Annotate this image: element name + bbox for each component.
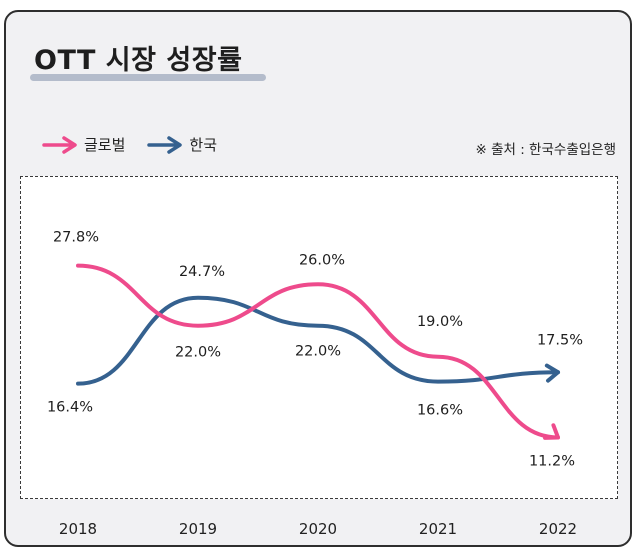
- data-label: 11.2%: [529, 453, 575, 469]
- data-label: 19.0%: [417, 314, 463, 330]
- legend-item-global: 글로벌: [42, 134, 125, 155]
- legend: 글로벌 한국: [42, 134, 217, 155]
- x-tick-label: 2019: [179, 520, 217, 538]
- x-tick-label: 2022: [539, 520, 577, 538]
- series-arrowhead: [544, 363, 560, 383]
- arrow-right-icon: [147, 135, 183, 154]
- data-label: 16.4%: [47, 400, 93, 416]
- arrow-right-icon: [42, 135, 77, 154]
- x-tick-label: 2020: [299, 520, 337, 538]
- plot-area: [20, 176, 618, 499]
- source-note: ※ 출처 : 한국수출입은행: [475, 142, 616, 158]
- series-line-global: [76, 263, 560, 440]
- series-arrowhead: [543, 423, 560, 440]
- data-label: 24.7%: [179, 264, 225, 280]
- line-chart: 2018 2019 2020 2021 2022 16.4% 24.7% 22.0% 16.6%…: [47, 230, 583, 538]
- series-line-korea: [76, 295, 560, 386]
- x-tick-label: 2018: [59, 520, 97, 538]
- data-label: 27.8%: [53, 230, 99, 246]
- data-label: 26.0%: [299, 252, 345, 268]
- chart-title: OTT 시장 성장률: [34, 45, 243, 76]
- data-label: 16.6%: [417, 403, 463, 419]
- data-label: 22.0%: [295, 344, 341, 360]
- data-label: 22.0%: [175, 345, 221, 361]
- legend-item-korea: 한국: [147, 134, 217, 155]
- title-underline: [30, 74, 266, 81]
- legend-label-korea: 한국: [189, 136, 218, 154]
- x-tick-label: 2021: [419, 520, 457, 538]
- chart-card: OTT 시장 성장률 글로벌 한국 ※ 출처 : 한국수출입은행 2018 201…: [4, 10, 632, 547]
- legend-label-global: 글로벌: [84, 136, 126, 154]
- data-label: 17.5%: [537, 332, 583, 348]
